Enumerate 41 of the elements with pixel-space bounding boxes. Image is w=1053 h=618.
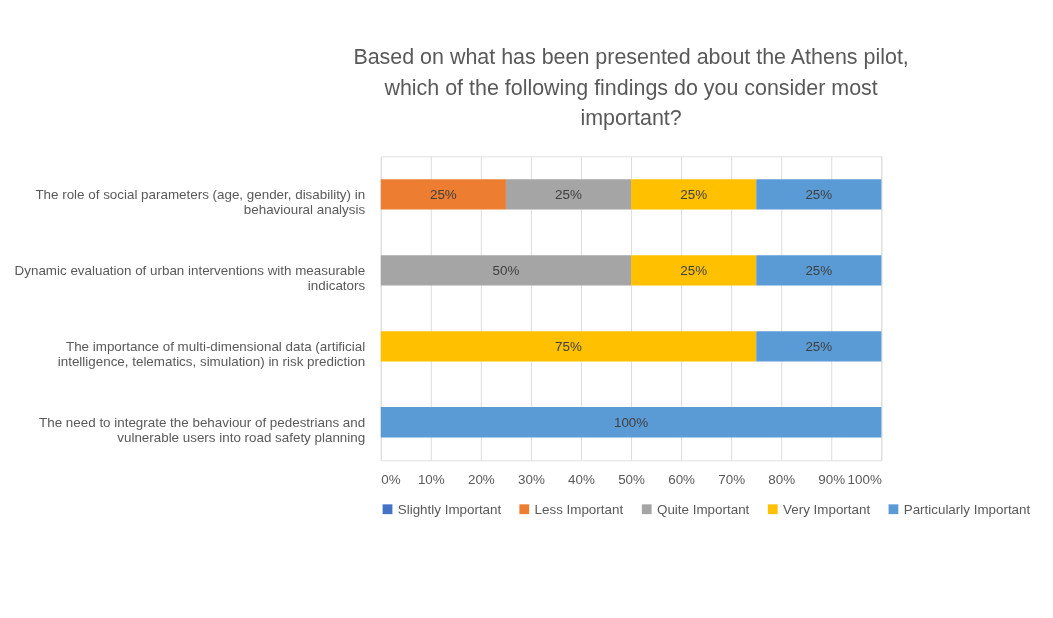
data-label: 25% [555,186,582,202]
x-tick-label: 100% [847,471,882,487]
data-label: 25% [429,186,457,202]
x-tick-label: 80% [768,471,796,487]
x-tick-label: 0% [381,471,401,487]
y-tick-label: The need to integrate the behaviour of pedestrians and vulnerable users into road safety planning [39,414,366,445]
data-label: 25% [805,186,833,202]
data-label: 100% [613,414,649,430]
data-label: 25% [680,262,708,278]
bar [631,255,757,286]
bar [631,179,757,210]
x-tick-label: 20% [467,471,495,487]
bar [756,331,882,362]
data-label: 25% [805,262,833,278]
chart-title: Based on what has been presented about the Athens pilot, which of the following findings do you consider most important? [353,45,909,131]
bar [756,255,882,286]
x-tick-label: 10% [417,471,445,487]
legend-label: Particularly Important [903,501,1031,517]
y-tick-label: The importance of multi-dimensional data (artificial intelligence, telematics, simulation) in risk prediction [57,338,366,369]
legend-label: Slightly Important [397,501,502,517]
data-label: 25% [680,186,708,202]
bar [380,255,632,286]
x-tick-label: 70% [718,471,746,487]
bar [756,179,882,210]
bar [505,179,632,210]
x-tick-label: 60% [668,471,696,487]
x-tick-label: 30% [518,471,545,487]
x-tick-label: 40% [568,471,595,487]
legend-label: Very Important [783,501,871,517]
data-label: 25% [805,338,833,354]
data-label: 75% [555,338,582,354]
x-tick-label: 90% [818,471,846,487]
y-tick-label: The role of social parameters (age, gender, disability) in behavioural analysis [35,186,366,218]
legend-label: Quite Important [657,501,750,517]
legend-label: Less Important [534,501,624,517]
bar [380,331,757,362]
bar [380,407,882,438]
y-tick-label: Dynamic evaluation of urban interventions with measurable indicators [14,262,366,294]
x-tick-label: 50% [618,471,646,487]
bar [380,179,506,210]
data-label: 50% [492,262,520,278]
